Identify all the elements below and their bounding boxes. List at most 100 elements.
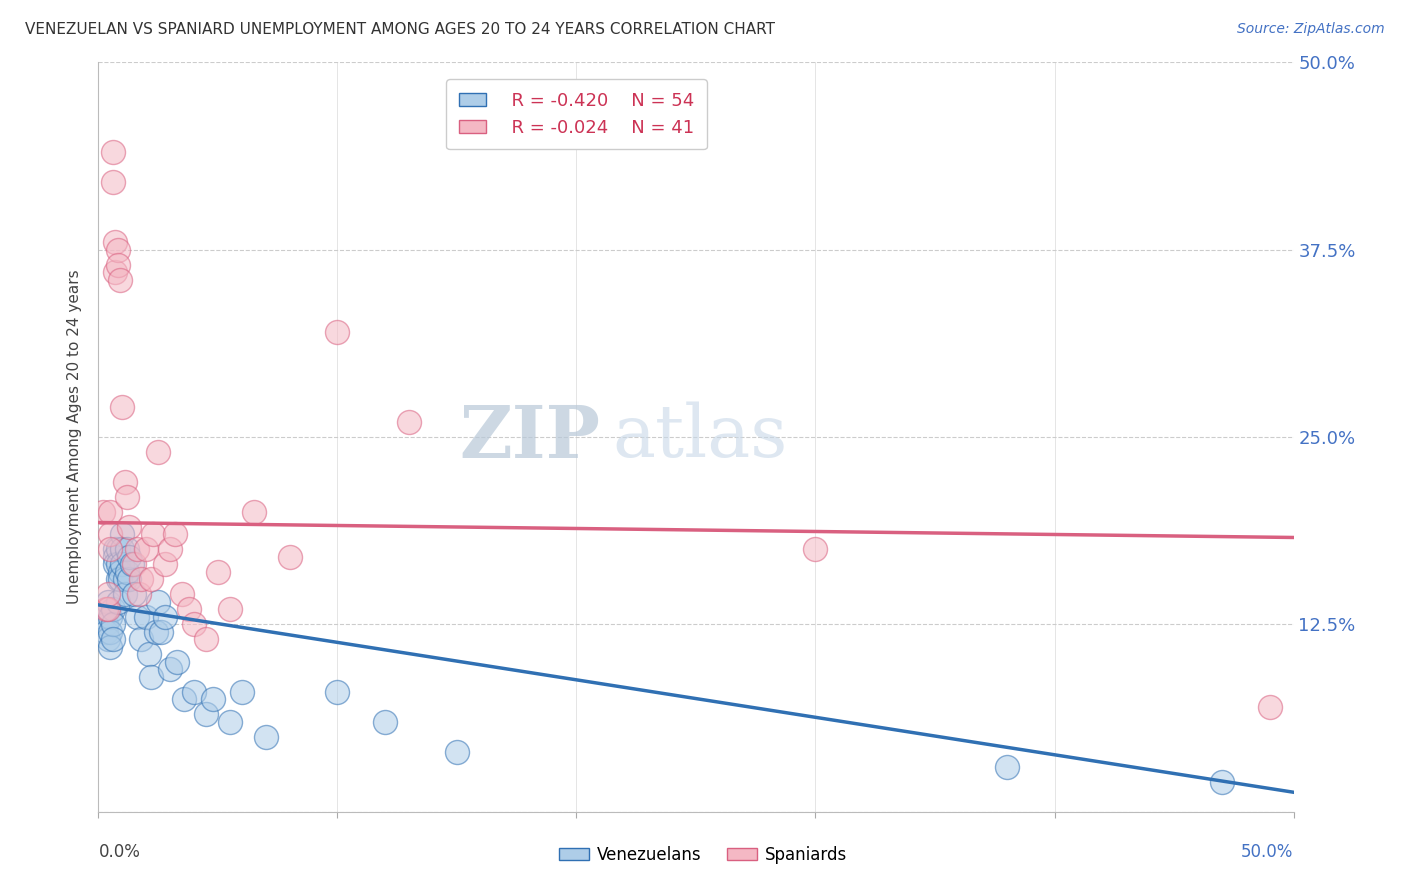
- Venezuelans: [107, 542, 129, 557]
- Venezuelans: [1211, 774, 1233, 789]
- Text: Source: ZipAtlas.com: Source: ZipAtlas.com: [1237, 22, 1385, 37]
- Venezuelans: [121, 558, 143, 572]
- Venezuelans: [159, 662, 181, 676]
- Venezuelans: [254, 730, 277, 744]
- Spaniards: [172, 587, 194, 601]
- Venezuelans: [202, 692, 225, 706]
- Spaniards: [107, 243, 129, 257]
- Spaniards: [804, 542, 827, 557]
- Spaniards: [118, 520, 141, 534]
- Venezuelans: [138, 648, 160, 662]
- Venezuelans: [114, 587, 136, 601]
- Venezuelans: [139, 670, 162, 684]
- Spaniards: [107, 258, 129, 272]
- Venezuelans: [219, 714, 242, 729]
- Spaniards: [1258, 699, 1281, 714]
- Venezuelans: [111, 527, 134, 541]
- Venezuelans: [107, 558, 129, 572]
- Venezuelans: [173, 692, 195, 706]
- Venezuelans: [108, 565, 131, 579]
- Venezuelans: [118, 573, 141, 587]
- Venezuelans: [231, 685, 253, 699]
- Venezuelans: [94, 617, 117, 632]
- Spaniards: [155, 558, 177, 572]
- Spaniards: [91, 505, 114, 519]
- Spaniards: [179, 602, 201, 616]
- Legend: Venezuelans, Spaniards: Venezuelans, Spaniards: [553, 839, 853, 871]
- Venezuelans: [115, 542, 138, 557]
- Venezuelans: [98, 624, 122, 639]
- Venezuelans: [94, 624, 117, 639]
- Spaniards: [219, 602, 242, 616]
- Spaniards: [207, 565, 229, 579]
- Spaniards: [98, 527, 122, 541]
- Spaniards: [139, 573, 162, 587]
- Venezuelans: [995, 760, 1018, 774]
- Venezuelans: [104, 549, 127, 564]
- Venezuelans: [124, 587, 146, 601]
- Spaniards: [101, 145, 124, 160]
- Venezuelans: [107, 595, 129, 609]
- Venezuelans: [166, 655, 188, 669]
- Spaniards: [243, 505, 266, 519]
- Spaniards: [326, 325, 349, 339]
- Spaniards: [111, 400, 134, 414]
- Venezuelans: [111, 542, 134, 557]
- Spaniards: [142, 527, 165, 541]
- Venezuelans: [91, 610, 114, 624]
- Venezuelans: [108, 573, 131, 587]
- Y-axis label: Unemployment Among Ages 20 to 24 years: Unemployment Among Ages 20 to 24 years: [67, 269, 83, 605]
- Text: VENEZUELAN VS SPANIARD UNEMPLOYMENT AMONG AGES 20 TO 24 YEARS CORRELATION CHART: VENEZUELAN VS SPANIARD UNEMPLOYMENT AMON…: [25, 22, 775, 37]
- Venezuelans: [111, 558, 134, 572]
- Spaniards: [398, 415, 420, 429]
- Venezuelans: [148, 595, 170, 609]
- Venezuelans: [131, 632, 153, 647]
- Spaniards: [183, 617, 205, 632]
- Venezuelans: [104, 558, 127, 572]
- Venezuelans: [326, 685, 349, 699]
- Legend:   R = -0.420    N = 54,   R = -0.024    N = 41: R = -0.420 N = 54, R = -0.024 N = 41: [446, 79, 707, 149]
- Venezuelans: [195, 707, 218, 722]
- Spaniards: [97, 587, 120, 601]
- Text: 0.0%: 0.0%: [98, 843, 141, 861]
- Spaniards: [94, 602, 117, 616]
- Text: atlas: atlas: [613, 401, 787, 473]
- Spaniards: [135, 542, 157, 557]
- Venezuelans: [135, 610, 157, 624]
- Venezuelans: [101, 617, 124, 632]
- Spaniards: [163, 527, 186, 541]
- Venezuelans: [155, 610, 177, 624]
- Spaniards: [97, 602, 120, 616]
- Venezuelans: [118, 549, 141, 564]
- Venezuelans: [97, 595, 120, 609]
- Spaniards: [114, 475, 136, 489]
- Spaniards: [131, 573, 153, 587]
- Spaniards: [98, 505, 122, 519]
- Venezuelans: [97, 632, 120, 647]
- Spaniards: [108, 273, 131, 287]
- Spaniards: [148, 445, 170, 459]
- Venezuelans: [101, 632, 124, 647]
- Text: ZIP: ZIP: [460, 401, 600, 473]
- Venezuelans: [145, 624, 167, 639]
- Spaniards: [124, 558, 146, 572]
- Venezuelans: [98, 610, 122, 624]
- Text: 50.0%: 50.0%: [1241, 843, 1294, 861]
- Venezuelans: [374, 714, 396, 729]
- Venezuelans: [149, 624, 172, 639]
- Venezuelans: [104, 542, 127, 557]
- Venezuelans: [107, 573, 129, 587]
- Venezuelans: [183, 685, 205, 699]
- Spaniards: [101, 175, 124, 189]
- Venezuelans: [98, 640, 122, 654]
- Spaniards: [128, 587, 150, 601]
- Venezuelans: [125, 610, 148, 624]
- Spaniards: [104, 265, 127, 279]
- Spaniards: [195, 632, 218, 647]
- Spaniards: [104, 235, 127, 250]
- Spaniards: [125, 542, 148, 557]
- Venezuelans: [115, 565, 138, 579]
- Spaniards: [278, 549, 301, 564]
- Venezuelans: [114, 573, 136, 587]
- Spaniards: [98, 542, 122, 557]
